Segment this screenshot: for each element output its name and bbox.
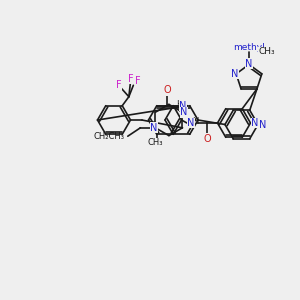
Text: N: N: [179, 101, 187, 111]
Text: CH₂CH₃: CH₂CH₃: [93, 132, 124, 141]
Text: F: F: [128, 74, 133, 84]
Text: O: O: [203, 134, 211, 144]
Text: CH₃: CH₃: [148, 138, 163, 147]
Text: N: N: [251, 118, 259, 128]
Text: F: F: [116, 80, 121, 90]
Text: CH₃: CH₃: [259, 47, 275, 56]
Text: H: H: [176, 100, 182, 109]
Text: methyl: methyl: [233, 43, 265, 52]
Text: N: N: [180, 107, 188, 117]
Text: N: N: [150, 123, 158, 133]
Text: F: F: [135, 76, 141, 86]
Text: O: O: [164, 85, 171, 95]
Text: H: H: [192, 117, 198, 126]
Text: N: N: [231, 69, 238, 79]
Text: N: N: [259, 119, 266, 130]
Text: N: N: [245, 59, 253, 69]
Text: N: N: [188, 118, 195, 128]
